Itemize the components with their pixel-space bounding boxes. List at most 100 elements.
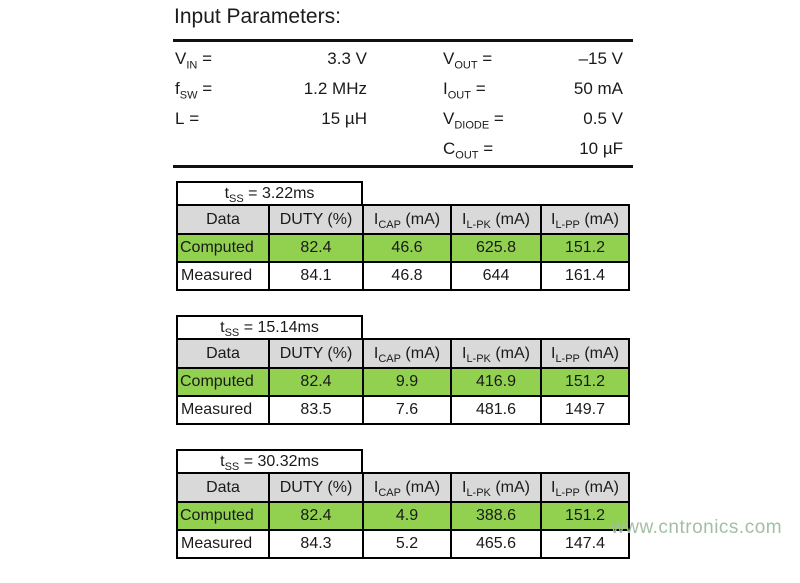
param-base: C [443, 139, 456, 158]
cell-value: 644 [450, 261, 542, 291]
col-base: I [461, 344, 467, 362]
computed-row: Computed 82.4 9.9 416.9 151.2 [176, 367, 630, 397]
param-base: V [443, 109, 455, 128]
col-rest: (mA) [490, 478, 531, 496]
param-sub: OUT [447, 89, 471, 102]
col-rest: (mA) [400, 210, 441, 228]
col-rest: (mA) [579, 210, 620, 228]
param-rest: = [197, 79, 213, 98]
cell-value: 5.2 [362, 529, 452, 559]
col-base: I [461, 478, 467, 496]
cell-value: 4.9 [362, 501, 452, 531]
col-base: I [550, 478, 556, 496]
cell-value: 82.4 [268, 501, 364, 531]
column-header-icap: ICAP (mA) [362, 204, 452, 235]
param-label-empty [175, 134, 265, 164]
col-rest: (mA) [579, 344, 620, 362]
cell-value: 625.8 [450, 233, 542, 263]
cell-value: 82.4 [268, 233, 364, 263]
tss-rest: = 30.32ms [239, 453, 319, 470]
col-base: I [550, 344, 556, 362]
param-label-vout: VOUT = [443, 44, 543, 74]
cell-value: 84.3 [268, 529, 364, 559]
watermark: www.cntronics.com [611, 517, 783, 538]
results-table: Data DUTY (%) ICAP (mA) IL-PK (mA) IL-PP… [176, 472, 630, 559]
param-sub: OUT [454, 59, 478, 72]
header-row: Data DUTY (%) ICAP (mA) IL-PK (mA) IL-PP… [176, 204, 630, 235]
measured-row: Measured 83.5 7.6 481.6 149.7 [176, 395, 630, 425]
param-row: COUT = 10 µF [175, 134, 623, 164]
param-value-fsw: 1.2 MHz [303, 79, 367, 98]
results-table: Data DUTY (%) ICAP (mA) IL-PK (mA) IL-PP… [176, 204, 630, 291]
col-sub: CAP [378, 218, 401, 231]
results-tables: tSS = 3.22ms Data DUTY (%) ICAP (mA) IL-… [173, 181, 635, 559]
col-base: I [461, 210, 467, 228]
cell-value: 151.2 [540, 501, 630, 531]
row-label: Measured [176, 261, 270, 291]
param-rest: = [184, 109, 200, 128]
cell-value: 9.9 [362, 367, 452, 397]
param-sub: SW [179, 89, 198, 102]
col-sub: L-PP [555, 352, 580, 365]
cell-value: 7.6 [362, 395, 452, 425]
col-rest: (mA) [400, 478, 441, 496]
column-header-ilpp: IL-PP (mA) [540, 338, 630, 369]
column-header-ilpp: IL-PP (mA) [540, 204, 630, 235]
cell-value: 151.2 [540, 233, 630, 263]
row-label: Computed [176, 501, 270, 531]
input-parameters-table: VIN = 3.3 V VOUT = –15 V fSW = 1.2 MHz I… [173, 39, 633, 168]
header-row: Data DUTY (%) ICAP (mA) IL-PK (mA) IL-PP… [176, 338, 630, 369]
param-base: f [175, 79, 180, 98]
results-table-tss-15-14ms: tSS = 15.14ms Data DUTY (%) ICAP (mA) IL… [176, 315, 635, 425]
param-sub: OUT [455, 149, 479, 162]
param-label-iout: IOUT = [443, 74, 543, 104]
cell-value: 149.7 [540, 395, 630, 425]
column-header-data: Data [176, 338, 270, 369]
row-label: Measured [176, 395, 270, 425]
page-title: Input Parameters: [174, 5, 341, 28]
column-header-duty: DUTY (%) [268, 338, 364, 369]
col-sub: L-PK [466, 486, 491, 499]
param-label-vdiode: VDIODE = [443, 104, 543, 134]
tss-header-cell: tSS = 15.14ms [176, 315, 363, 339]
param-base: L [175, 109, 185, 128]
cell-value: 46.8 [362, 261, 452, 291]
tss-sub: SS [224, 461, 240, 474]
param-label-l: L = [175, 104, 265, 134]
spacer [367, 104, 443, 134]
cell-value: 46.6 [362, 233, 452, 263]
measured-row: Measured 84.3 5.2 465.6 147.4 [176, 529, 630, 559]
col-base: I [373, 478, 379, 496]
cell-value: 83.5 [268, 395, 364, 425]
col-rest: (mA) [490, 344, 531, 362]
param-row: VIN = 3.3 V VOUT = –15 V [175, 44, 623, 74]
results-table-tss-30-32ms: tSS = 30.32ms Data DUTY (%) ICAP (mA) IL… [176, 449, 635, 559]
param-label-vin: VIN = [175, 44, 265, 74]
column-header-icap: ICAP (mA) [362, 338, 452, 369]
param-label-cout: COUT = [443, 134, 543, 164]
col-sub: L-PP [555, 486, 580, 499]
param-value-empty [265, 134, 367, 164]
col-sub: CAP [378, 486, 401, 499]
col-base: DUTY (%) [279, 478, 353, 496]
cell-value: 82.4 [268, 367, 364, 397]
col-base: I [373, 344, 379, 362]
document-content: Input Parameters: VIN = 3.3 V VOUT = –15… [173, 0, 635, 583]
col-base: I [373, 210, 379, 228]
row-label: Computed [176, 233, 270, 263]
col-base: Data [206, 344, 240, 362]
cell-value: 84.1 [268, 261, 364, 291]
tss-base: t [220, 319, 225, 336]
param-value-vout: –15 V [578, 49, 623, 68]
tss-header-cell: tSS = 30.32ms [176, 449, 363, 474]
param-rest: = [197, 49, 212, 68]
results-table-tss-3-22ms: tSS = 3.22ms Data DUTY (%) ICAP (mA) IL-… [176, 181, 635, 291]
tss-base: t [224, 185, 230, 202]
param-sub: IN [186, 59, 198, 72]
param-value-cout: 10 µF [579, 139, 623, 158]
param-value-vin: 3.3 V [327, 49, 367, 68]
computed-row: Computed 82.4 4.9 388.6 151.2 [176, 501, 630, 531]
param-base: V [443, 49, 455, 68]
param-row: fSW = 1.2 MHz IOUT = 50 mA [175, 74, 623, 104]
column-header-data: Data [176, 204, 270, 235]
